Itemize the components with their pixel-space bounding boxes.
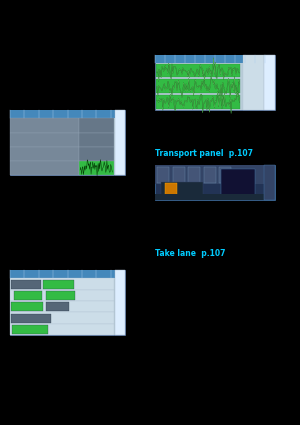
Bar: [115, 110, 125, 175]
Bar: [155, 194, 275, 200]
Bar: [155, 55, 275, 63]
Bar: [10, 110, 125, 175]
Bar: [172, 167, 184, 183]
Bar: [115, 270, 125, 335]
Bar: [10, 147, 79, 161]
Bar: [10, 161, 79, 175]
Bar: [10, 301, 113, 312]
Bar: [156, 79, 240, 93]
Bar: [11, 302, 44, 311]
Bar: [10, 270, 125, 335]
Bar: [10, 133, 79, 147]
Bar: [10, 270, 125, 278]
Bar: [79, 133, 113, 147]
Bar: [188, 167, 200, 183]
Bar: [10, 324, 113, 335]
Bar: [155, 55, 275, 110]
Bar: [11, 280, 41, 289]
Bar: [264, 165, 275, 200]
Bar: [11, 314, 52, 323]
Bar: [243, 55, 264, 110]
Bar: [264, 55, 275, 110]
Bar: [221, 168, 255, 195]
Bar: [10, 110, 125, 119]
Bar: [10, 290, 113, 301]
Bar: [79, 161, 113, 175]
Bar: [79, 119, 113, 133]
Bar: [155, 165, 275, 184]
Bar: [10, 119, 79, 133]
Bar: [46, 302, 69, 311]
Bar: [161, 182, 203, 198]
Bar: [156, 64, 240, 77]
Bar: [157, 167, 169, 183]
Bar: [165, 183, 177, 196]
Bar: [14, 291, 42, 300]
Bar: [79, 147, 113, 161]
Bar: [156, 95, 240, 109]
Bar: [12, 325, 49, 334]
Bar: [44, 280, 74, 289]
Bar: [204, 167, 216, 183]
Text: Transport panel  p.107: Transport panel p.107: [155, 149, 253, 158]
Bar: [219, 167, 231, 183]
Bar: [10, 278, 113, 290]
Bar: [10, 312, 113, 324]
Bar: [46, 291, 75, 300]
Text: Take lane  p.107: Take lane p.107: [155, 249, 226, 258]
Bar: [155, 165, 275, 200]
